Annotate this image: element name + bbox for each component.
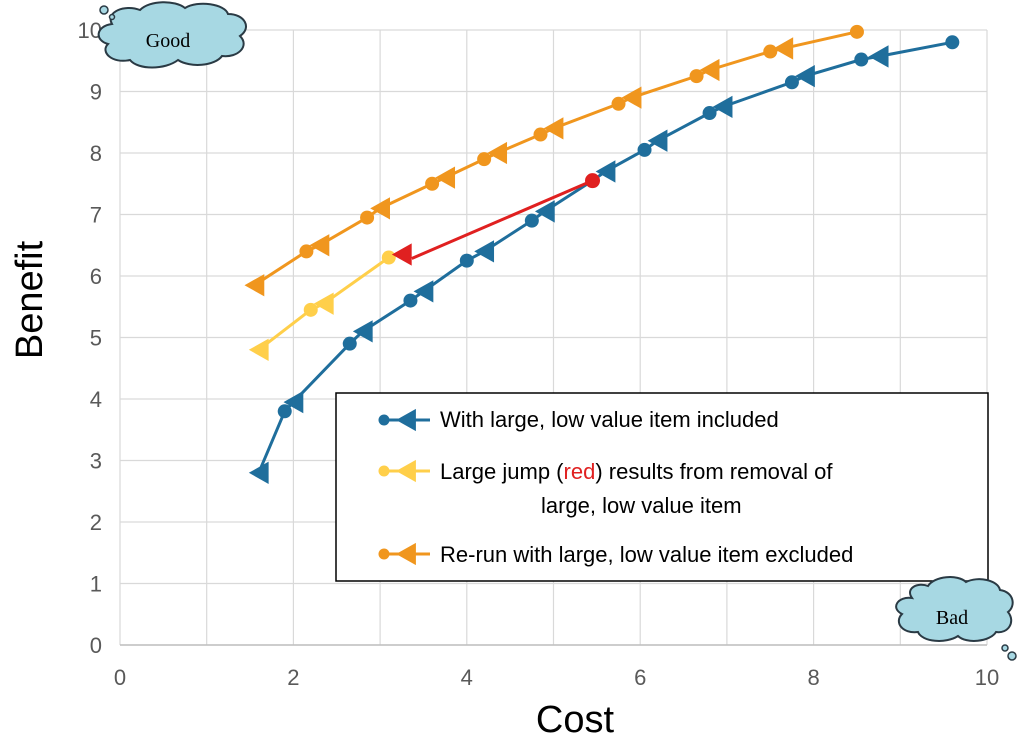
bad-label: Bad xyxy=(936,607,968,629)
legend-swatch-dot xyxy=(378,465,390,477)
x-tick-label: 6 xyxy=(634,665,646,690)
x-tick-labels: 0 2 4 6 8 10 xyxy=(114,665,999,690)
series-1-point xyxy=(413,280,434,303)
series-1-point xyxy=(277,404,292,419)
series-3-line xyxy=(253,30,858,287)
legend-entry-3: Re-run with large, low value item exclud… xyxy=(440,542,853,567)
y-tick-label: 2 xyxy=(90,510,102,535)
series-3-point xyxy=(543,117,564,140)
legend-entry-2-after: ) results from removal of xyxy=(595,459,833,484)
series-3-point xyxy=(244,274,265,297)
series-1-point xyxy=(283,390,304,414)
series-1-point xyxy=(637,142,652,157)
series-1-point xyxy=(868,45,889,68)
series-3-point xyxy=(477,152,492,167)
y-tick-label: 3 xyxy=(90,449,102,474)
legend-swatch-triangle xyxy=(396,542,416,566)
series-3-point xyxy=(309,234,330,257)
good-label: Good xyxy=(146,30,190,52)
series-1-point xyxy=(795,64,815,88)
series-layer xyxy=(244,24,960,484)
series-3-point xyxy=(533,127,548,142)
series-1-point xyxy=(248,461,269,484)
legend-swatch-triangle xyxy=(396,459,416,483)
series-1-point xyxy=(712,95,733,119)
x-tick-label: 0 xyxy=(114,665,126,690)
series-2-point xyxy=(248,338,269,361)
y-tick-label: 1 xyxy=(90,572,102,597)
series-3-point xyxy=(611,96,626,111)
legend-entry-2-before: Large jump ( xyxy=(440,459,564,484)
legend-swatches xyxy=(378,408,430,566)
series-2-point xyxy=(303,302,318,317)
legend-swatch-triangle xyxy=(396,408,416,432)
y-tick-label: 5 xyxy=(90,326,102,351)
y-tick-label: 8 xyxy=(90,141,102,166)
series-1-point xyxy=(702,106,717,121)
y-tick-label: 0 xyxy=(90,633,102,658)
jump-arrow-line xyxy=(411,179,594,260)
y-tick-label: 4 xyxy=(90,387,102,412)
series-1-point xyxy=(342,336,357,351)
x-tick-label: 10 xyxy=(975,665,999,690)
series-3-point xyxy=(487,141,508,165)
x-tick-label: 4 xyxy=(461,665,473,690)
y-tick-label: 6 xyxy=(90,264,102,289)
legend-entry-2-red: red xyxy=(564,459,596,484)
legend-entry-1: With large, low value item included xyxy=(440,407,779,432)
series-1-point xyxy=(647,129,668,152)
series-2-line xyxy=(257,256,390,351)
series-3-point xyxy=(435,166,456,189)
y-axis-label: Benefit xyxy=(9,240,51,359)
legend-swatch-dot xyxy=(378,414,390,426)
series-3 xyxy=(244,24,864,297)
x-axis-label: Cost xyxy=(536,699,615,741)
x-tick-label: 2 xyxy=(287,665,299,690)
series-1-point xyxy=(474,240,495,263)
jump-arrow xyxy=(391,173,601,266)
series-1-point xyxy=(534,200,555,223)
y-tick-label: 9 xyxy=(90,80,102,105)
series-1-point xyxy=(854,52,869,67)
y-tick-label: 10 xyxy=(78,18,102,43)
series-1-point xyxy=(352,320,373,343)
bad-cloud: Bad xyxy=(895,576,1017,661)
series-1-line xyxy=(257,40,953,474)
series-3-point xyxy=(299,244,314,259)
series-3-point xyxy=(763,44,778,59)
bad-cloud-shape xyxy=(895,576,1014,642)
series-2-point xyxy=(313,292,334,315)
series-3-point xyxy=(699,58,720,82)
good-cloud: Good xyxy=(97,1,247,69)
y-tick-labels: 0 1 2 3 4 5 6 7 8 9 10 xyxy=(78,18,102,658)
y-tick-label: 7 xyxy=(90,203,102,228)
series-3-point xyxy=(621,86,642,109)
jump-arrow-start xyxy=(585,173,601,189)
jump-arrow-head xyxy=(391,243,412,266)
series-1-point xyxy=(595,160,616,183)
x-tick-label: 8 xyxy=(807,665,819,690)
series-1-point xyxy=(945,35,960,50)
legend-entry-2: Large jump (red) results from removal of xyxy=(440,459,833,484)
series-1-point xyxy=(459,253,474,268)
series-3-point xyxy=(370,197,390,220)
series-3-point xyxy=(425,176,440,191)
legend-entry-2-line2: large, low value item xyxy=(541,493,742,518)
series-1-point xyxy=(784,75,799,90)
series-3-point xyxy=(773,37,794,60)
series-3-point xyxy=(689,69,704,84)
series-2-point xyxy=(381,250,396,265)
good-cloud-shape xyxy=(97,1,247,69)
series-1-point xyxy=(524,213,539,228)
legend-swatch-dot xyxy=(378,548,390,560)
legend-box xyxy=(335,392,989,582)
legend: With large, low value item included Larg… xyxy=(335,392,989,582)
series-1-point xyxy=(403,293,418,308)
series-3-point xyxy=(849,24,864,39)
series-3-point xyxy=(360,210,375,225)
series-2 xyxy=(248,250,396,361)
